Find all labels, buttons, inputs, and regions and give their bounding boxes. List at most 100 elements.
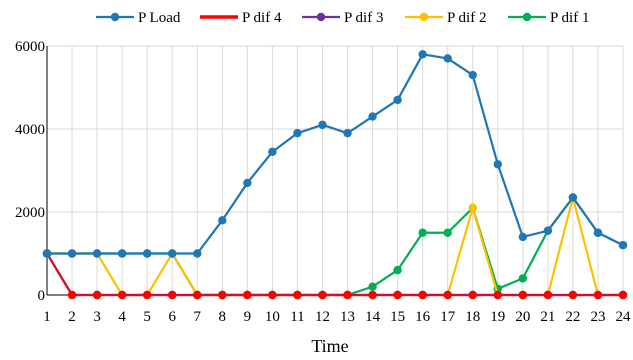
data-point [618,290,628,300]
data-point [142,249,152,258]
legend-item: P dif 1 [508,10,589,26]
data-point [443,54,452,63]
legend-label: P dif 1 [550,10,589,26]
legend-item: P dif 2 [405,10,486,26]
legend-label: P dif 3 [344,10,383,26]
data-point [393,265,402,275]
data-point [117,249,127,258]
data-point [443,290,452,300]
x-tick-label: 4 [118,309,126,325]
series-p-dif-1 [42,193,628,300]
data-point [368,112,377,121]
series-line [47,53,624,255]
x-tick-label: 1 [43,309,51,325]
data-point [543,226,553,235]
data-point [393,95,402,105]
y-tick-label: 6000 [15,39,45,55]
data-point [218,290,227,300]
data-point [218,216,227,225]
data-point [268,290,277,300]
data-point [368,282,377,291]
data-point [493,290,502,300]
data-point [343,290,352,300]
data-point [468,290,477,300]
data-point [92,249,102,258]
x-tick-label: 18 [465,309,480,325]
data-point [568,193,578,202]
legend-item: P dif 4 [200,10,282,26]
data-point [518,232,528,242]
y-tick-label: 4000 [15,122,45,138]
data-point [117,290,127,300]
y-tick-label: 0 [38,288,46,304]
gridlines [46,45,624,296]
x-tick-label: 24 [616,309,632,325]
data-point [468,203,477,213]
data-point [368,290,377,300]
x-tick-label: 19 [490,309,505,325]
data-point [443,228,452,237]
data-point [268,147,277,157]
legend-swatch-marker [419,12,429,22]
legend-swatch-marker [110,12,120,22]
x-tick-label: 23 [590,309,605,325]
data-point [468,70,477,80]
x-tick-label: 21 [540,309,555,325]
series-p-load [42,50,628,258]
x-tick-label: 17 [440,309,456,325]
legend-label: P Load [138,10,181,26]
data-point [518,274,528,283]
data-point [193,249,202,258]
data-point [543,290,553,300]
legend-swatch-marker [316,12,326,22]
x-tick-label: 16 [415,309,431,325]
legend-item: P dif 3 [302,10,383,26]
x-tick-label: 3 [93,309,101,325]
data-point [243,290,252,300]
x-axis-title: Time [311,336,348,356]
legend-swatch-marker [522,12,532,22]
legend: P Load P dif 4 P dif 3 P dif 2 P dif 1 [96,10,589,26]
x-tick-label: 13 [340,309,355,325]
series-line [46,252,623,297]
x-tick-label: 20 [515,309,530,325]
x-tick-label: 7 [194,309,202,325]
data-point [418,50,427,59]
data-point [168,249,177,258]
series-p-dif-3 [42,249,628,300]
data-point [593,228,603,237]
data-point [343,128,352,138]
legend-label: P dif 2 [447,10,486,26]
x-tick-label: 5 [143,309,151,325]
data-point [568,290,578,300]
data-point [92,290,102,300]
data-point [593,290,603,300]
data-point [318,290,327,300]
legend-label: P dif 4 [242,10,282,26]
data-point [293,128,302,138]
x-tick-label: 14 [365,309,381,325]
data-point [67,290,77,300]
x-tick-label: 8 [219,309,227,325]
x-tick-label: 22 [565,309,580,325]
data-point [418,290,427,300]
x-tick-label: 11 [290,309,304,325]
data-point [518,290,528,300]
data-point [393,290,402,300]
series-line [46,252,623,297]
data-point [42,249,52,258]
data-point [618,241,628,250]
y-tick-label: 2000 [15,205,45,221]
data-point [168,290,177,300]
x-tick-label: 10 [265,309,280,325]
series-group [42,50,628,300]
data-point [493,160,502,169]
data-point [318,120,327,130]
x-tick-label: 2 [68,309,76,325]
data-point [243,178,252,188]
x-tick-label: 6 [168,309,176,325]
data-point [67,249,77,258]
x-tick-label: 15 [390,309,405,325]
